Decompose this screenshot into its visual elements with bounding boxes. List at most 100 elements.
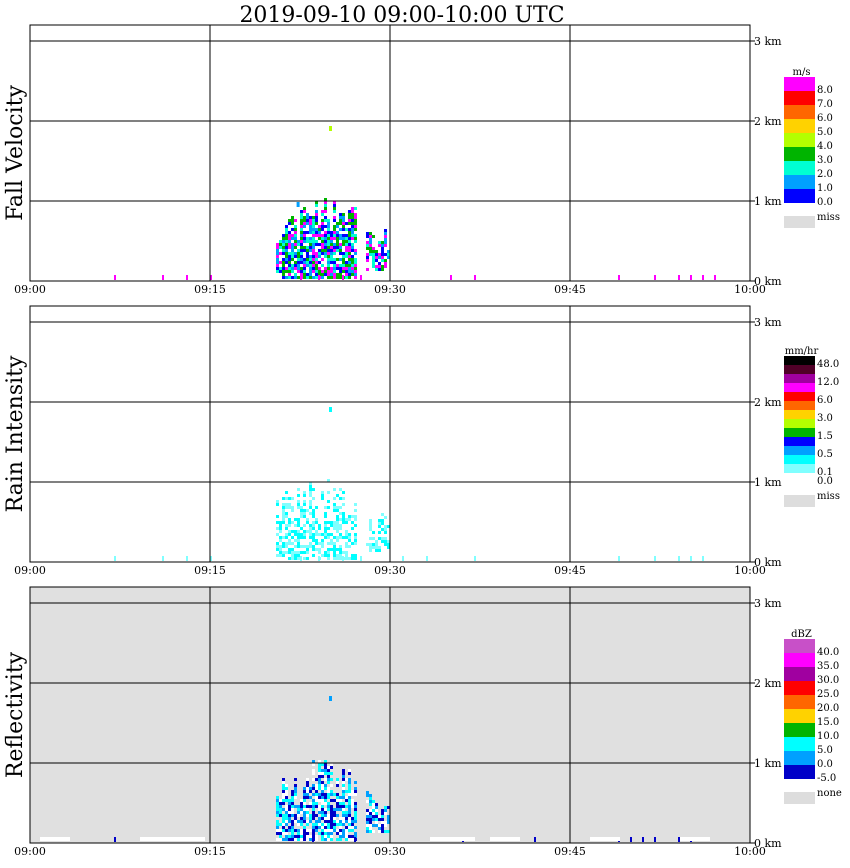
echo-cell	[285, 542, 288, 545]
surface-hit	[186, 556, 188, 561]
echo-cell	[312, 551, 315, 554]
echo-cell	[345, 273, 348, 276]
echo-cell	[348, 252, 351, 255]
x-tick-label: 09:30	[374, 283, 406, 296]
echo-cell	[339, 234, 342, 237]
echo-cell	[348, 533, 351, 536]
echo-cell	[318, 763, 321, 766]
surface-hit	[534, 837, 536, 842]
echo-cell	[324, 533, 327, 536]
echo-cell	[279, 551, 282, 554]
echo-cell	[345, 838, 348, 841]
echo-cell	[342, 228, 345, 231]
echo-cell	[330, 258, 333, 261]
echo-cell	[339, 216, 342, 219]
echo-cell	[378, 537, 381, 540]
echo-cell	[318, 775, 321, 778]
echo-cell	[387, 537, 390, 540]
echo-cell	[339, 506, 342, 509]
echo-cell	[294, 518, 297, 521]
echo-cell	[309, 488, 312, 491]
echo-cell	[342, 216, 345, 219]
echo-cell	[312, 521, 315, 524]
echo-cell	[369, 797, 372, 800]
echo-cell	[315, 264, 318, 267]
echo-cell	[351, 524, 354, 527]
echo-cell	[321, 775, 324, 778]
echo-cell	[312, 482, 315, 485]
echo-cell	[282, 820, 285, 823]
echo-cell	[369, 549, 372, 552]
echo-cell	[387, 818, 390, 821]
echo-cell	[279, 835, 282, 838]
echo-cell	[366, 256, 369, 259]
echo-cell	[309, 820, 312, 823]
echo-cell	[369, 543, 372, 546]
echo-cell	[327, 805, 330, 808]
echo-cell	[276, 796, 279, 799]
echo-cell	[354, 219, 357, 222]
echo-cell	[354, 503, 357, 506]
echo-cell	[285, 799, 288, 802]
colorbar-label: 30.0	[817, 675, 839, 686]
echo-cell	[348, 805, 351, 808]
colorbar-label: 1.0	[817, 183, 833, 194]
echo-cell	[381, 809, 384, 812]
echo-cell	[336, 234, 339, 237]
echo-cell	[333, 811, 336, 814]
echo-cell	[288, 814, 291, 817]
echo-cell	[312, 216, 315, 219]
colorbar-swatch	[784, 709, 815, 723]
echo-cell	[285, 497, 288, 500]
echo-cell	[330, 811, 333, 814]
echo-cell	[336, 521, 339, 524]
echo-cell	[324, 243, 327, 246]
echo-cell	[276, 802, 279, 805]
echo-cell	[348, 823, 351, 826]
y-tick-label: 1 km	[754, 195, 782, 208]
echo-cell	[369, 794, 372, 797]
echo-cell	[321, 222, 324, 225]
echo-cell	[324, 201, 327, 204]
echo-cell	[327, 766, 330, 769]
echo-cell	[321, 512, 324, 515]
echo-cell	[288, 539, 291, 542]
echo-cell	[282, 781, 285, 784]
echo-cell	[384, 262, 387, 265]
echo-cell	[321, 769, 324, 772]
echo-cell	[321, 790, 324, 793]
echo-cell	[300, 249, 303, 252]
echo-cell	[288, 805, 291, 808]
echo-cell	[288, 252, 291, 255]
echo-cell	[321, 823, 324, 826]
echo-cell	[366, 543, 369, 546]
echo-cell	[312, 228, 315, 231]
echo-cell	[372, 250, 375, 253]
echo-cell	[372, 543, 375, 546]
echo-cell	[333, 536, 336, 539]
echo-cell	[312, 270, 315, 273]
y-tick-label: 2 km	[754, 115, 782, 128]
echo-cell	[291, 243, 294, 246]
echo-cell	[315, 793, 318, 796]
echo-cell	[327, 485, 330, 488]
echo-cell	[279, 267, 282, 270]
echo-cell	[321, 276, 324, 279]
echo-cell	[348, 545, 351, 548]
echo-cell	[324, 817, 327, 820]
echo-cell	[381, 513, 384, 516]
echo-cell	[312, 494, 315, 497]
echo-cell	[321, 225, 324, 228]
echo-cell	[327, 249, 330, 252]
echo-cell	[381, 827, 384, 830]
echo-cell	[345, 261, 348, 264]
colorbar-miss-label: none	[817, 788, 842, 799]
surface-clutter	[590, 837, 620, 841]
colorbar-label: 12.0	[817, 377, 839, 388]
echo-cell	[330, 261, 333, 264]
echo-cell	[297, 533, 300, 536]
echo-cell	[375, 250, 378, 253]
echo-cell	[321, 228, 324, 231]
echo-cell	[300, 273, 303, 276]
